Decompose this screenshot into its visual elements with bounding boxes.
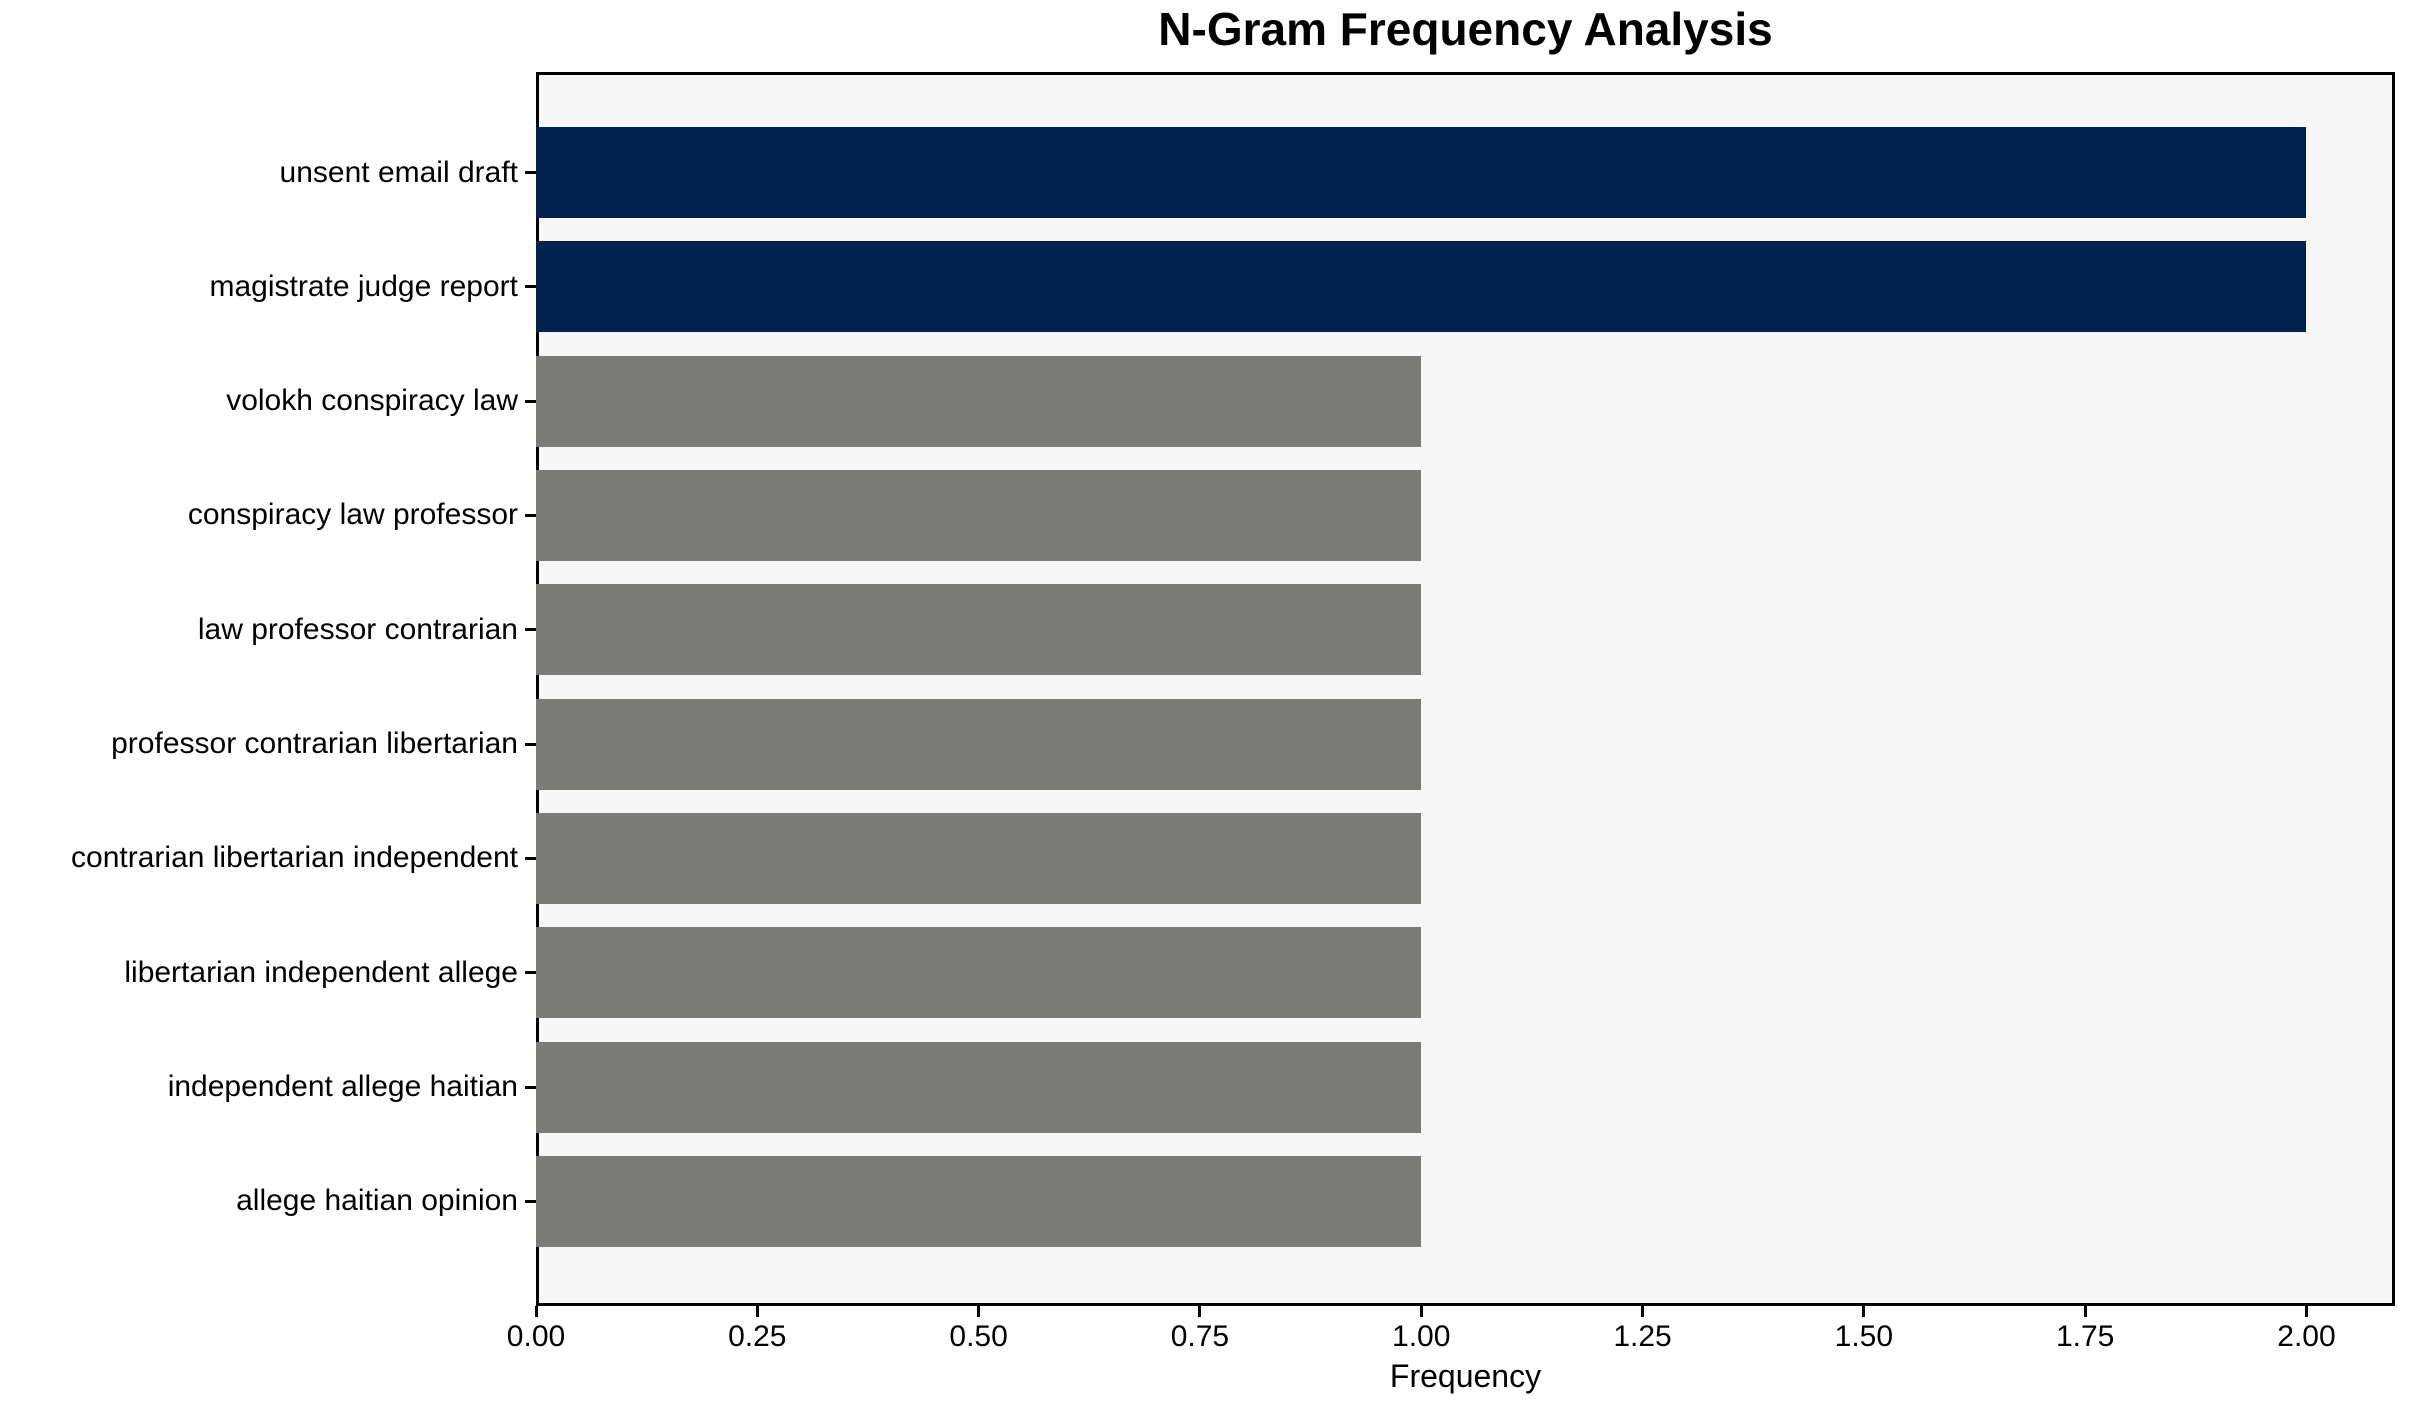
y-tick-label: law professor contrarian xyxy=(197,612,518,646)
y-tick-label: professor contrarian libertarian xyxy=(111,727,518,761)
y-tick-label: magistrate judge report xyxy=(209,269,519,303)
y-tick-label: allege haitian opinion xyxy=(236,1184,518,1218)
bar xyxy=(536,698,1422,790)
x-tick-mark xyxy=(534,1306,538,1317)
x-tick-label: 0.25 xyxy=(728,1320,787,1353)
y-tick-label: conspiracy law professor xyxy=(187,498,518,532)
x-tick-label: 0.50 xyxy=(949,1320,1008,1353)
y-tick-mark xyxy=(525,971,536,975)
y-tick-mark xyxy=(525,513,536,517)
y-tick-mark xyxy=(525,1199,536,1203)
x-tick-label: 0.75 xyxy=(1170,1320,1230,1353)
bar xyxy=(536,812,1422,904)
y-tick-label: unsent email draft xyxy=(279,155,518,189)
bar xyxy=(536,355,1422,447)
y-tick-mark xyxy=(525,742,536,746)
bar xyxy=(536,584,1422,676)
x-tick-label: 1.50 xyxy=(1834,1320,1894,1353)
x-tick-mark xyxy=(2083,1306,2087,1317)
y-tick-label: independent allege haitian xyxy=(167,1070,518,1104)
x-tick-label: 1.00 xyxy=(1392,1320,1451,1353)
y-tick-mark xyxy=(525,171,536,174)
x-tick-mark xyxy=(1419,1306,1423,1317)
y-tick-mark xyxy=(525,399,536,403)
chart-title: N-Gram Frequency Analysis xyxy=(1158,3,1773,55)
x-tick-mark xyxy=(755,1306,759,1317)
x-tick-mark xyxy=(977,1306,981,1317)
y-tick-label: libertarian independent allege xyxy=(124,955,518,989)
x-tick-mark xyxy=(2304,1306,2308,1317)
x-tick-mark xyxy=(1198,1306,1202,1317)
bar xyxy=(536,1041,1422,1133)
y-tick-mark xyxy=(525,856,536,860)
y-tick-label: contrarian libertarian independent xyxy=(71,841,518,875)
x-axis-title: Frequency xyxy=(1389,1358,1542,1394)
bar xyxy=(536,241,2307,333)
bar xyxy=(536,927,1422,1019)
bar xyxy=(536,1155,1422,1247)
y-tick-mark xyxy=(525,628,536,632)
x-tick-mark xyxy=(1862,1306,1866,1317)
x-tick-label: 0.00 xyxy=(506,1320,566,1353)
y-tick-label: volokh conspiracy law xyxy=(226,384,518,418)
x-tick-label: 1.25 xyxy=(1613,1320,1672,1353)
y-tick-mark xyxy=(525,285,536,289)
x-tick-label: 2.00 xyxy=(2277,1320,2336,1353)
x-tick-mark xyxy=(1641,1306,1645,1317)
x-tick-label: 1.75 xyxy=(2055,1320,2115,1353)
bar xyxy=(536,469,1422,561)
bar xyxy=(536,127,2307,218)
y-tick-mark xyxy=(525,1085,536,1089)
